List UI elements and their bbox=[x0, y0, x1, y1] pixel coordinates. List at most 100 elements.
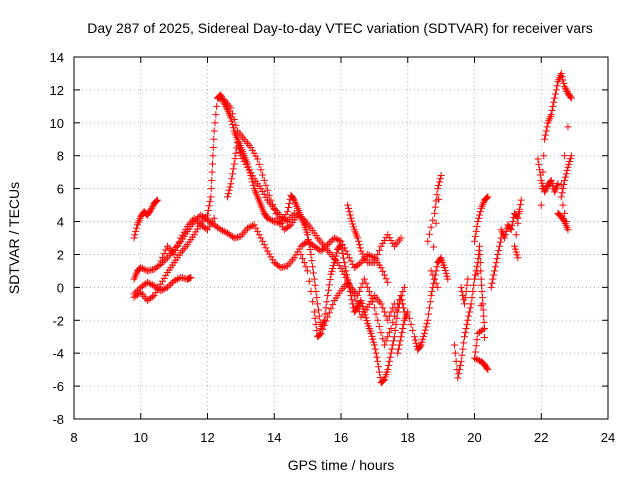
data-point bbox=[372, 255, 380, 263]
data-point bbox=[397, 333, 405, 341]
data-point bbox=[311, 314, 319, 322]
data-point bbox=[458, 351, 466, 359]
data-point bbox=[339, 267, 347, 275]
data-point bbox=[148, 203, 156, 211]
data-point bbox=[546, 178, 554, 186]
data-point bbox=[466, 304, 474, 312]
data-point bbox=[262, 181, 270, 189]
data-point bbox=[480, 312, 488, 320]
data-point bbox=[513, 251, 521, 259]
series-sat-b bbox=[130, 211, 392, 286]
data-point bbox=[461, 329, 469, 337]
data-point bbox=[384, 231, 392, 239]
data-point bbox=[350, 292, 358, 300]
data-point bbox=[205, 202, 213, 210]
data-point bbox=[297, 250, 305, 258]
data-point bbox=[252, 152, 260, 160]
data-point bbox=[435, 181, 443, 189]
data-point bbox=[379, 267, 387, 275]
data-point bbox=[358, 299, 366, 307]
data-point bbox=[470, 281, 478, 289]
data-point bbox=[237, 152, 245, 160]
y-tick-label: 6 bbox=[57, 182, 64, 197]
data-point bbox=[329, 262, 337, 270]
data-point bbox=[430, 209, 438, 217]
data-point bbox=[257, 185, 265, 193]
series-sat-a bbox=[130, 91, 408, 387]
series-sat-h bbox=[297, 250, 398, 341]
data-point bbox=[227, 114, 235, 122]
data-point bbox=[465, 308, 473, 316]
data-point bbox=[137, 264, 145, 272]
data-point bbox=[478, 287, 486, 295]
data-point bbox=[367, 252, 375, 260]
data-point bbox=[348, 296, 356, 304]
data-point bbox=[307, 250, 315, 258]
data-point bbox=[377, 242, 385, 250]
series-sat-j bbox=[394, 171, 452, 357]
data-point bbox=[512, 248, 520, 256]
data-point bbox=[341, 263, 349, 271]
data-point bbox=[427, 292, 435, 300]
data-point bbox=[397, 234, 405, 242]
data-point bbox=[435, 178, 443, 186]
data-point bbox=[559, 185, 567, 193]
data-point bbox=[335, 236, 343, 244]
data-point bbox=[444, 275, 452, 283]
data-point bbox=[249, 178, 257, 186]
data-point bbox=[440, 264, 448, 272]
data-point bbox=[547, 176, 555, 184]
data-point bbox=[367, 297, 375, 305]
data-point bbox=[130, 290, 138, 298]
data-point bbox=[231, 155, 239, 163]
data-point bbox=[324, 286, 332, 294]
data-point bbox=[384, 366, 392, 374]
data-point bbox=[550, 98, 558, 106]
y-axis-label: SDTVAR / TECUs bbox=[6, 182, 22, 294]
data-point bbox=[483, 364, 491, 372]
data-point bbox=[333, 249, 341, 257]
data-point bbox=[551, 94, 559, 102]
data-point bbox=[312, 320, 320, 328]
data-point bbox=[460, 333, 468, 341]
data-point bbox=[158, 253, 166, 261]
data-point bbox=[195, 219, 203, 227]
data-point bbox=[138, 264, 146, 272]
data-point bbox=[387, 308, 395, 316]
data-point bbox=[177, 234, 185, 242]
data-point bbox=[262, 244, 270, 252]
x-tick-labels: 8 10 12 14 16 18 20 22 24 bbox=[70, 430, 615, 445]
data-point bbox=[360, 275, 368, 283]
data-point bbox=[427, 267, 435, 275]
data-point bbox=[352, 297, 360, 305]
data-point bbox=[472, 227, 480, 235]
data-point bbox=[143, 278, 151, 286]
data-point bbox=[322, 304, 330, 312]
data-point bbox=[309, 298, 317, 306]
data-point bbox=[380, 236, 388, 244]
data-point bbox=[417, 341, 425, 349]
data-point bbox=[370, 338, 378, 346]
data-point bbox=[267, 216, 275, 224]
data-point bbox=[476, 259, 484, 267]
data-point bbox=[329, 301, 337, 309]
data-point bbox=[234, 142, 242, 150]
data-point bbox=[192, 216, 200, 224]
data-point bbox=[193, 218, 201, 226]
data-point bbox=[257, 166, 265, 174]
data-point bbox=[364, 303, 372, 311]
series-sat-c bbox=[130, 196, 161, 242]
series-sat-l bbox=[497, 196, 525, 262]
data-point bbox=[132, 227, 140, 235]
data-point bbox=[377, 300, 385, 308]
data-point bbox=[541, 131, 549, 139]
data-point bbox=[320, 321, 328, 329]
x-tick-label: 8 bbox=[70, 430, 77, 445]
data-point bbox=[277, 220, 285, 228]
data-point bbox=[310, 275, 318, 283]
data-point bbox=[385, 329, 393, 337]
data-point bbox=[390, 300, 398, 308]
data-point bbox=[482, 195, 490, 203]
data-point bbox=[227, 104, 235, 112]
data-point bbox=[252, 224, 260, 232]
